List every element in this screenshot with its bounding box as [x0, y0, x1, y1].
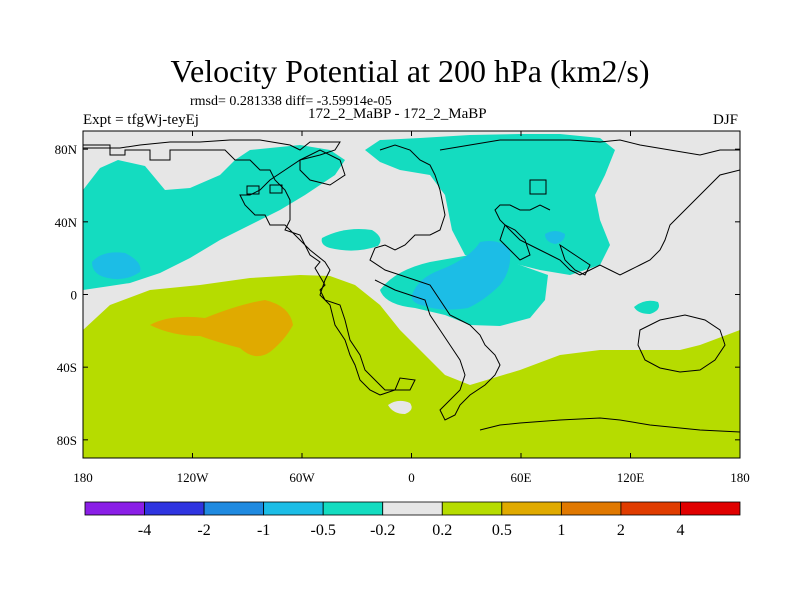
coastline-island-box-2	[246, 185, 260, 195]
colorbar-label: 0.5	[492, 522, 512, 539]
coastline-greenland	[299, 149, 346, 186]
coastline-layer	[83, 139, 740, 433]
season-label: DJF	[713, 112, 739, 128]
region-south-atlantic-neutral	[388, 400, 412, 414]
chart-title: Velocity Potential at 200 hPa (km2/s)	[170, 53, 650, 89]
runs-label: 172_2_MaBP - 172_2_MaBP	[308, 106, 487, 122]
y-tick-label: 40N	[55, 215, 78, 230]
x-tick-label: 180	[73, 470, 93, 485]
colorbar-swatch	[501, 501, 562, 516]
colorbar-swatch	[263, 501, 324, 516]
colorbar-label: -0.2	[370, 522, 395, 539]
colorbar-swatch	[620, 501, 681, 516]
x-tick-label: 60W	[289, 470, 315, 485]
x-tick-label: 180	[730, 470, 750, 485]
coastline-antarctica	[479, 417, 740, 433]
coastline-americas	[83, 139, 416, 396]
coastline-island-box-3	[269, 184, 283, 194]
colorbar-swatch	[144, 501, 205, 516]
y-tick-label: 0	[71, 288, 78, 303]
experiment-label: Expt = tfgWj-teyEj	[83, 112, 199, 128]
region-indian-ocean-core	[411, 241, 511, 310]
x-tick-label: 0	[408, 470, 415, 485]
colorbar-swatch	[560, 501, 622, 516]
y-tick-label: 40S	[57, 360, 77, 375]
colorbar: -4 -2 -1 -0.5 -0.2 0.2 0.5 1 2 4	[84, 501, 741, 539]
region-north-pacific-positive-diff	[83, 145, 345, 290]
region-atlantic-small-cell	[321, 229, 381, 251]
colorbar-label: 4	[676, 522, 684, 539]
colorbar-swatch	[441, 501, 503, 516]
x-tick-label: 60E	[511, 470, 532, 485]
colorbar-label: -2	[197, 522, 210, 539]
coastline-europe-africa	[369, 144, 501, 421]
colorbar-swatch	[382, 501, 443, 516]
colorbar-label: 2	[617, 522, 625, 539]
rmsd-diff-stats: rmsd= 0.281338 diff= -3.59914e-05	[190, 94, 392, 109]
colorbar-swatch	[322, 501, 384, 516]
x-tick-label: 120W	[177, 470, 210, 485]
region-west-pacific-small-cell	[634, 300, 659, 314]
x-tick-label: 120E	[617, 470, 645, 485]
colorbar-label: -0.5	[311, 522, 336, 539]
region-north-pacific-core	[92, 252, 141, 280]
coastline-arabia-india	[499, 224, 591, 276]
colorbar-swatch	[680, 501, 741, 516]
colorbar-swatch	[203, 501, 265, 516]
coastline-asia	[439, 139, 740, 276]
coastline-island-box-1	[529, 179, 547, 195]
region-south-pacific-core	[150, 300, 293, 357]
coastline-australia	[637, 314, 726, 373]
colorbar-swatch	[84, 501, 145, 516]
colorbar-label: 0.2	[432, 522, 452, 539]
axes-layer: 180 120W 60W 0 60E 120E 180 80N 40N 0 40S 80S	[55, 131, 750, 485]
y-tick-label: 80S	[57, 433, 77, 448]
y-tick-label: 80N	[55, 142, 78, 157]
colorbar-label: -1	[257, 522, 270, 539]
colorbar-label: 1	[557, 522, 565, 539]
colorbar-label: -4	[138, 522, 151, 539]
region-tibet-core	[545, 231, 565, 244]
